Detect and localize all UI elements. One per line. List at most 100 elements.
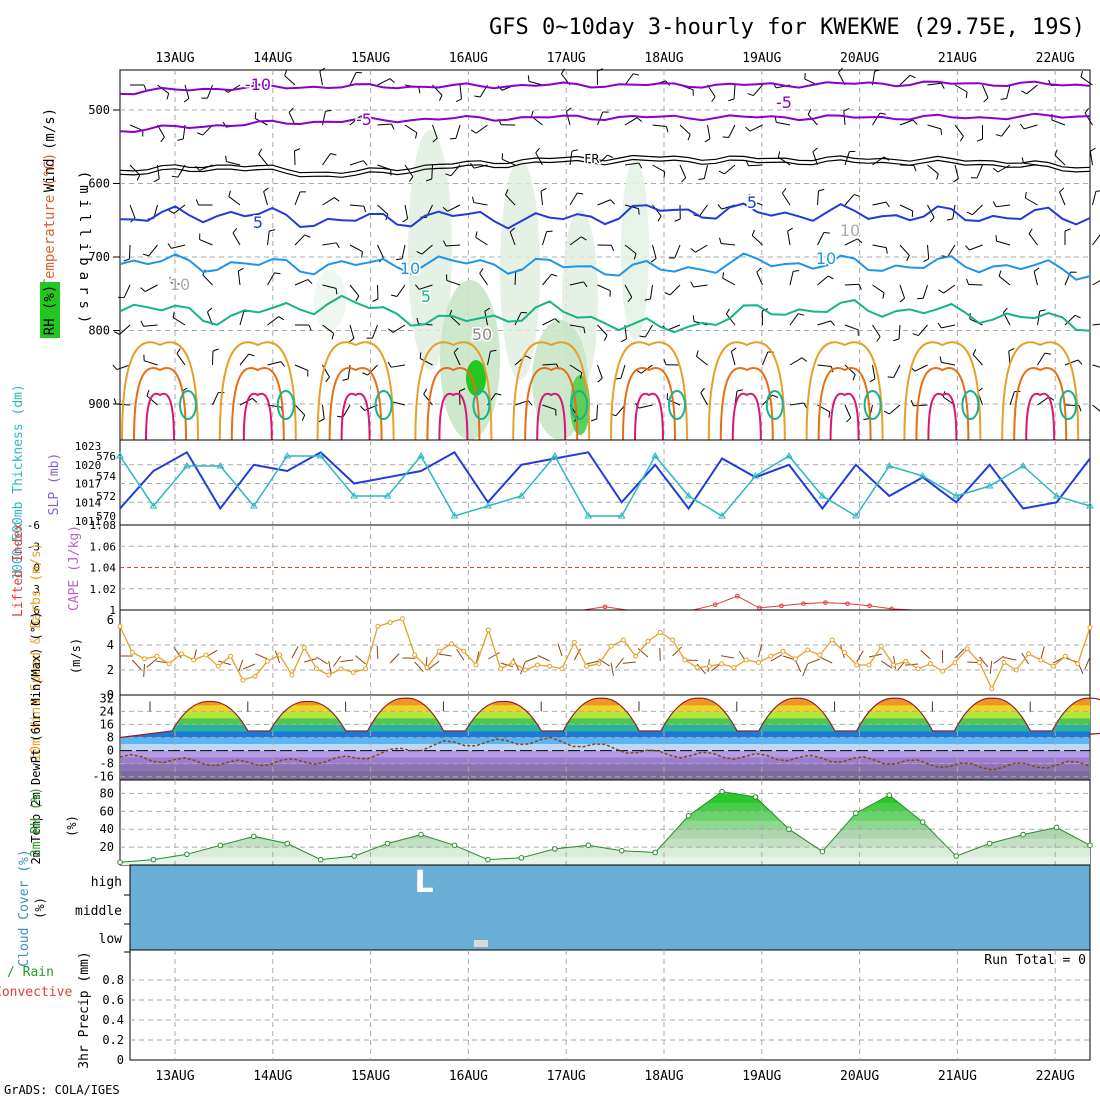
- wind10m-point: [841, 650, 847, 655]
- wind10m-barb: [237, 659, 244, 673]
- wind10m-point: [191, 657, 197, 663]
- wind-barb-feather: [698, 178, 705, 180]
- wind-barb: [756, 272, 763, 286]
- wind-barb: [258, 153, 268, 166]
- wind-barb-feather: [470, 129, 477, 134]
- wind-barb: [941, 324, 956, 329]
- thickness-marker: [116, 452, 124, 459]
- rh2m-point: [719, 788, 725, 795]
- precip-panel: 0.8 0.6 0.4 0.2 0 Run Total = 0 Total / Rain…: [0, 949, 1091, 1069]
- wind10m-barb: [757, 644, 763, 658]
- wind-barb-feather: [830, 320, 835, 326]
- wind-barb: [514, 400, 529, 406]
- wind-barb: [947, 244, 956, 258]
- wind-barb: [419, 284, 433, 290]
- wind-barb: [817, 364, 832, 367]
- wind10m-barb: [954, 648, 965, 659]
- wind10m-point: [891, 662, 897, 668]
- wind-barb: [972, 204, 983, 216]
- slp-axis-label: SLP (mb): [47, 453, 62, 516]
- top-date-label: 21AUG: [938, 51, 977, 66]
- wind-barb: [1059, 191, 1066, 206]
- top-date-label: 17AUG: [547, 51, 586, 66]
- wind-barb-feather: [665, 126, 669, 133]
- top-date-label: 19AUG: [742, 51, 781, 66]
- top-date-label: 20AUG: [840, 51, 879, 66]
- wind-barb: [129, 164, 141, 176]
- wind-barb-feather: [560, 68, 565, 75]
- wind-barb: [226, 161, 241, 166]
- wind-barb: [982, 84, 989, 99]
- wind-barb-feather: [1039, 309, 1046, 312]
- mb-ticks: 500 600 700 800 900: [88, 103, 120, 411]
- wind10m-axis-label: 10m Wind Speed & Barbs (m/s): [29, 542, 44, 761]
- thickness-marker: [952, 492, 961, 499]
- wind-barb-feather: [827, 275, 834, 280]
- boundary-layer-contour: [133, 367, 187, 441]
- wind10m-tick: 2: [107, 663, 114, 677]
- wind-barb: [752, 84, 763, 96]
- wind-barb: [1023, 124, 1038, 130]
- boundary-layer-contour: [707, 341, 786, 441]
- wind-barb: [817, 232, 825, 246]
- wind-barb-feather: [176, 348, 181, 354]
- cloud-low-patch: [474, 940, 488, 947]
- wind-barb: [1025, 197, 1038, 206]
- thickness-marker: [383, 492, 392, 499]
- temp-band: [121, 757, 1089, 764]
- bottom-date-label: 19AUG: [742, 1069, 781, 1084]
- thickness-marker: [651, 452, 660, 459]
- wind-barb-feather: [554, 318, 560, 324]
- wind10m-barb: [488, 652, 500, 660]
- temp-band-warm: [120, 711, 1090, 719]
- wind-barb: [284, 75, 296, 86]
- wind-barb-feather: [140, 320, 145, 327]
- thickness-tick: 570: [96, 510, 116, 523]
- cloud-cover-panel: L high middle low (%) Cloud Cover (%): [17, 849, 1091, 967]
- wind-barb-feather: [690, 281, 695, 288]
- wind-barb-feather: [590, 418, 597, 422]
- cape-point: [734, 593, 740, 599]
- wind-barb: [267, 361, 282, 366]
- wind-barb-feather: [388, 328, 394, 333]
- boundary-layer-contour: [512, 341, 591, 441]
- wind10m-point: [1026, 651, 1032, 657]
- wind-barb: [171, 282, 186, 286]
- wind-barb: [914, 364, 928, 372]
- wind-barb-feather: [1095, 190, 1100, 192]
- wind-barb-feather: [583, 327, 586, 334]
- wind-barb: [349, 284, 360, 297]
- wind-barb-feather: [1077, 359, 1083, 365]
- wind-barb: [377, 244, 384, 258]
- wind-barb-feather: [899, 297, 905, 303]
- wind-barb: [620, 364, 626, 379]
- rh2m-tick: 60: [100, 804, 114, 818]
- wind-barb: [698, 204, 708, 217]
- cape-tick: 1.08: [90, 519, 117, 532]
- wind-barb-feather: [610, 199, 615, 205]
- wind-barb: [913, 404, 928, 407]
- boundary-layer-contour: [524, 367, 579, 441]
- wind-barb-feather: [1078, 405, 1082, 412]
- contour-label: 50: [472, 325, 492, 344]
- wind-barb-feather: [581, 236, 587, 241]
- temp-band: [121, 744, 1089, 751]
- wind10m-point: [805, 647, 811, 653]
- wind10m-point: [1001, 660, 1007, 665]
- precip-tick: 0.2: [102, 1033, 124, 1047]
- slp-tick: 1023: [75, 440, 102, 453]
- isotherm-line: [119, 112, 1091, 134]
- thickness-marker: [216, 462, 225, 469]
- teal-contour-loop: [668, 390, 686, 420]
- wind-barb-feather: [335, 288, 338, 295]
- wind-barb-feather: [1008, 347, 1015, 352]
- wind10m-point: [915, 666, 921, 672]
- wind-barb-feather: [893, 338, 900, 342]
- wind-barb-feather: [325, 376, 330, 383]
- temp-band-warm: [120, 717, 1090, 725]
- wind10m-point: [338, 666, 344, 672]
- thickness-tick: 576: [96, 450, 116, 463]
- wind-barb: [542, 231, 548, 246]
- wind-barb-feather: [923, 258, 929, 263]
- wind-barb-feather: [442, 206, 448, 212]
